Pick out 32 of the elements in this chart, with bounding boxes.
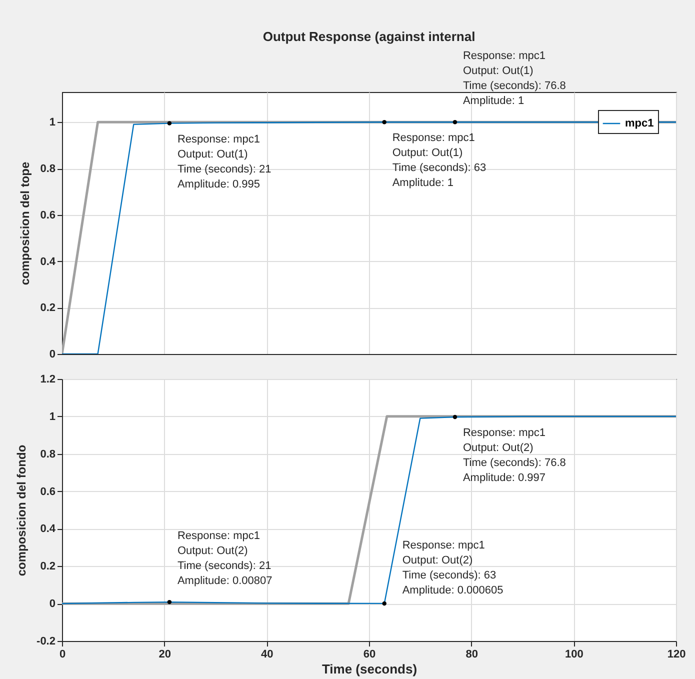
x-tick-label: 0 xyxy=(59,648,66,660)
y-tick-label: 0.2 xyxy=(40,302,56,314)
x-tick-label: 60 xyxy=(363,648,376,660)
x-tick-label: 20 xyxy=(158,648,171,660)
x-tick-label: 80 xyxy=(466,648,478,660)
y-tick-label: -0.2 xyxy=(36,636,56,648)
chart-title: Output Response (against internal xyxy=(262,29,476,44)
x-tick-label: 100 xyxy=(564,648,584,660)
y-tick-label: 0 xyxy=(49,348,56,360)
y-tick-label: 0.4 xyxy=(40,523,56,536)
y-tick-label: 0.8 xyxy=(40,163,56,176)
y-tick-label: 0.6 xyxy=(40,209,56,222)
y-tick-label: 1 xyxy=(49,116,56,129)
y-tick-label: 0.2 xyxy=(40,560,56,573)
x-tick-label: 40 xyxy=(261,648,274,660)
y-axis-title: composicion del fondo xyxy=(14,444,29,576)
annotation: Response: mpc1 Output: Out(2) Time (seconds): 76.8 Amplitude: 0.997 xyxy=(462,426,566,484)
y-tick-label: 0.6 xyxy=(40,486,56,498)
y-tick-label: 1 xyxy=(49,410,56,423)
y-axis-title: composicion del tope xyxy=(18,162,32,286)
y-tick-label: 0.8 xyxy=(40,448,56,460)
annotation: Response: mpc1 Output: Out(1) Time (seconds): 76.8 Amplitude: 1 xyxy=(462,50,566,108)
annotation: Response: mpc1 Output: Out(1) Time (seconds): 63 Amplitude: 1 xyxy=(392,132,486,190)
annotation: Response: mpc1 Output: Out(1) Time (seconds): 21 Amplitude: 0.995 xyxy=(177,133,272,190)
annotation: Response: mpc1 Output: Out(2) Time (seconds): 21 Amplitude: 0.00807 xyxy=(177,530,272,588)
x-tick-label: 120 xyxy=(667,648,686,660)
y-tick-label: 0.4 xyxy=(40,256,56,268)
y-tick-label: 1.2 xyxy=(40,374,56,386)
y-tick-label: 0 xyxy=(49,598,56,610)
annotation: Response: mpc1 Output: Out(2) Time (seconds): 63 Amplitude: 0.000605 xyxy=(402,539,504,596)
legend-label: mpc1 xyxy=(625,118,654,130)
x-axis-title: Time (seconds) xyxy=(322,662,418,676)
